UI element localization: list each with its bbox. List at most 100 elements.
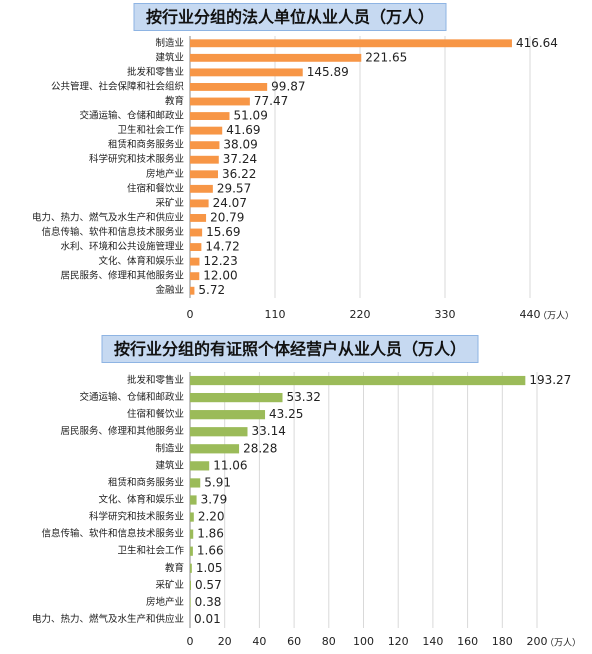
bar [190, 112, 230, 120]
x-tick-label: 20 [218, 635, 232, 648]
x-tick-label: 140 [422, 635, 443, 648]
bar [190, 478, 201, 488]
value-label: 51.09 [233, 109, 267, 123]
category-label: 科学研究和技术服务业 [89, 153, 184, 165]
category-label: 卫生和社会工作 [117, 545, 184, 557]
value-label: 11.06 [213, 458, 247, 472]
value-label: 145.89 [307, 65, 349, 79]
x-axis-unit: （万人） [538, 311, 574, 322]
bar [190, 444, 240, 454]
category-label: 制造业 [155, 442, 184, 454]
bar [190, 83, 268, 91]
value-label: 38.09 [223, 138, 257, 152]
bar [190, 39, 512, 48]
x-tick-label: 220 [350, 308, 371, 321]
value-label: 14.72 [205, 240, 239, 254]
bar [190, 243, 202, 251]
bar [190, 155, 219, 164]
bar [190, 286, 195, 295]
x-tick-label: 120 [388, 635, 409, 648]
category-label: 房地产业 [146, 168, 184, 180]
value-label: 0.57 [195, 578, 222, 592]
value-label: 0.01 [194, 612, 221, 626]
value-label: 20.79 [210, 210, 244, 224]
category-label: 租赁和商务服务业 [108, 476, 184, 488]
category-label: 公共管理、社会保障和社会组织 [51, 80, 184, 92]
bar [190, 529, 194, 539]
category-label: 批发和零售业 [127, 66, 184, 78]
category-label: 批发和零售业 [127, 374, 184, 386]
bar [190, 410, 266, 420]
bar [190, 461, 210, 471]
bar [190, 68, 303, 77]
category-label: 住宿和餐饮业 [127, 408, 184, 420]
bar [190, 495, 197, 505]
value-label: 15.69 [206, 225, 240, 239]
value-label: 416.64 [516, 36, 558, 50]
value-label: 33.14 [251, 424, 285, 438]
chart-title: 按行业分组的有证照个体经营户从业人员（万人） [114, 340, 466, 359]
bar [190, 97, 250, 106]
category-label: 采矿业 [155, 197, 184, 209]
x-tick-label: 200 [527, 635, 548, 648]
x-axis-unit: （万人） [545, 638, 581, 649]
bar [190, 272, 200, 281]
value-label: 24.07 [213, 196, 247, 210]
bar [190, 53, 362, 62]
category-label: 教育 [165, 562, 184, 574]
title-box [133, 3, 447, 31]
value-label: 12.00 [203, 269, 237, 283]
value-label: 221.65 [365, 50, 407, 64]
title-box [101, 335, 479, 363]
category-label: 采矿业 [155, 579, 184, 591]
bar [190, 375, 526, 386]
bar [190, 597, 191, 608]
category-label: 教育 [165, 95, 184, 107]
x-tick-label: 80 [322, 635, 336, 648]
bar [190, 228, 203, 237]
value-label: 5.72 [198, 283, 225, 297]
category-label: 信息传输、软件和信息技术服务业 [41, 226, 184, 238]
x-tick-label: 160 [457, 635, 478, 648]
category-label: 居民服务、修理和其他服务业 [60, 425, 184, 437]
value-label: 193.27 [529, 373, 571, 387]
bar [190, 126, 223, 135]
bar [190, 184, 213, 193]
bar [190, 546, 193, 556]
x-tick-label: 180 [492, 635, 513, 648]
x-tick-label: 0 [187, 635, 194, 648]
x-tick-label: 60 [287, 635, 301, 648]
category-label: 房地产业 [146, 596, 184, 608]
x-tick-label: 110 [265, 308, 286, 321]
bar [190, 392, 283, 403]
value-label: 1.05 [196, 561, 223, 575]
bar [190, 214, 207, 222]
category-label: 电力、热力、燃气及水生产和供应业 [32, 211, 184, 223]
category-label: 科学研究和技术服务业 [89, 511, 184, 523]
bar [190, 170, 218, 179]
x-tick-label: 0 [187, 308, 194, 321]
x-tick-label: 40 [252, 635, 266, 648]
value-label: 41.69 [226, 123, 260, 137]
category-label: 水利、环境和公共设施管理业 [60, 241, 184, 253]
value-label: 43.25 [269, 407, 303, 421]
value-label: 3.79 [201, 493, 228, 507]
x-tick-label: 440 [520, 308, 541, 321]
bar [190, 199, 209, 208]
x-tick-label: 330 [435, 308, 456, 321]
category-label: 交通运输、仓储和邮政业 [79, 391, 184, 403]
bar [190, 141, 220, 150]
bar [190, 512, 194, 522]
bar [190, 427, 248, 437]
category-label: 电力、热力、燃气及水生产和供应业 [32, 613, 184, 625]
value-label: 5.91 [204, 475, 231, 489]
value-label: 1.66 [197, 544, 224, 558]
category-label: 卫生和社会工作 [117, 124, 184, 136]
value-label: 36.22 [222, 167, 256, 181]
category-label: 租赁和商务服务业 [108, 139, 184, 151]
category-label: 居民服务、修理和其他服务业 [60, 270, 184, 282]
chart-title: 按行业分组的法人单位从业人员（万人） [146, 8, 434, 27]
category-label: 住宿和餐饮业 [127, 182, 184, 194]
value-label: 1.86 [197, 527, 224, 541]
